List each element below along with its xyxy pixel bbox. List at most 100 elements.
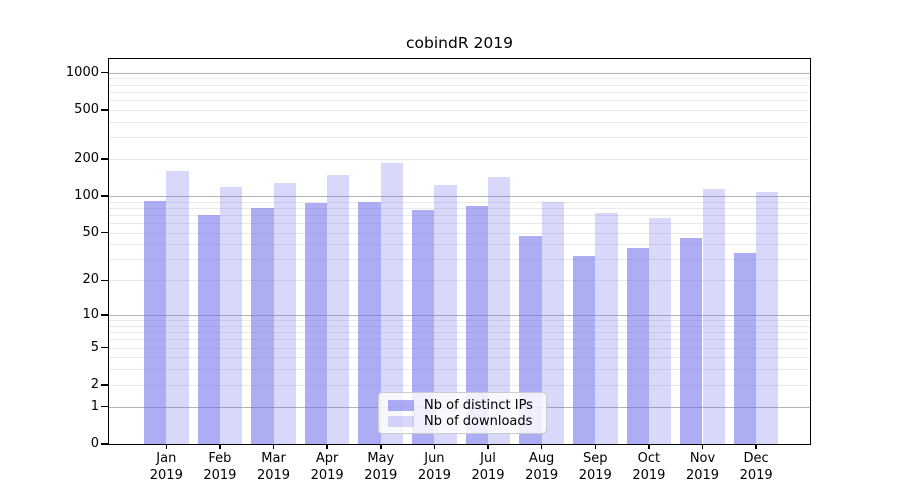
y-tick-mark bbox=[101, 314, 109, 316]
x-tick-mark bbox=[219, 444, 221, 449]
y-tick-mark bbox=[101, 71, 109, 74]
legend: Nb of distinct IPs Nb of downloads bbox=[378, 392, 547, 434]
minor-gridline bbox=[109, 244, 810, 246]
bar-distinct-ips-jun bbox=[412, 209, 435, 444]
x-tick-label-nov: Nov 2019 bbox=[685, 451, 720, 483]
bar-downloads-sep bbox=[595, 213, 618, 444]
bar-downloads-dec bbox=[756, 191, 779, 444]
bar-downloads-jan bbox=[166, 170, 189, 444]
bar-downloads-mar bbox=[273, 183, 296, 444]
y-tick-mark bbox=[101, 109, 109, 111]
y-tick-label: 2 bbox=[90, 376, 99, 392]
bar-downloads-nov bbox=[702, 188, 725, 444]
x-tick-mark bbox=[755, 444, 757, 449]
bar-distinct-ips-sep bbox=[572, 256, 596, 444]
minor-gridline bbox=[109, 232, 810, 234]
legend-swatch-downloads bbox=[388, 415, 414, 427]
y-tick-mark bbox=[101, 443, 109, 445]
x-tick-mark bbox=[648, 444, 650, 449]
major-gridline bbox=[109, 195, 810, 197]
bar-downloads-aug bbox=[541, 202, 564, 444]
minor-gridline bbox=[109, 347, 810, 349]
bar-distinct-ips-feb bbox=[197, 214, 220, 444]
y-tick-label: 50 bbox=[82, 224, 99, 240]
bar-downloads-apr bbox=[327, 174, 350, 444]
bar-distinct-ips-jan bbox=[144, 200, 167, 444]
y-tick-label: 1 bbox=[90, 398, 99, 414]
x-tick-label-apr: Apr 2019 bbox=[310, 451, 344, 483]
bar-distinct-ips-dec bbox=[733, 252, 757, 444]
x-tick-label-mar: Mar 2019 bbox=[256, 451, 291, 483]
minor-gridline bbox=[109, 207, 810, 209]
bar-downloads-jun bbox=[434, 185, 457, 444]
chart-title: cobindR 2019 bbox=[406, 34, 513, 52]
bar-downloads-jul bbox=[488, 176, 511, 444]
minor-gridline bbox=[109, 332, 810, 334]
y-tick-label: 10 bbox=[82, 307, 99, 323]
minor-gridline bbox=[109, 84, 810, 86]
major-gridline bbox=[109, 315, 810, 317]
bar-downloads-oct bbox=[648, 218, 672, 444]
y-tick-label: 1000 bbox=[65, 64, 99, 80]
minor-gridline bbox=[109, 214, 810, 216]
x-tick-label-dec: Dec 2019 bbox=[739, 451, 773, 483]
minor-gridline bbox=[109, 357, 810, 359]
minor-gridline bbox=[109, 280, 810, 282]
y-tick-label: 0 bbox=[90, 436, 99, 451]
y-tick-mark bbox=[101, 231, 109, 234]
minor-gridline bbox=[109, 325, 810, 327]
x-tick-mark bbox=[487, 444, 489, 449]
y-tick-mark bbox=[101, 384, 109, 386]
x-tick-mark bbox=[165, 444, 168, 449]
x-tick-mark bbox=[380, 444, 382, 449]
y-tick-label: 20 bbox=[82, 272, 99, 288]
x-tick-mark bbox=[594, 444, 596, 449]
legend-item-downloads: Nb of downloads bbox=[388, 414, 537, 429]
minor-gridline bbox=[109, 320, 810, 322]
minor-gridline bbox=[109, 100, 810, 102]
x-tick-label-oct: Oct 2019 bbox=[632, 451, 666, 483]
bar-distinct-ips-mar bbox=[251, 208, 274, 444]
legend-label-distinct-ips: Nb of distinct IPs bbox=[424, 397, 533, 413]
minor-gridline bbox=[109, 109, 810, 111]
x-tick-mark bbox=[326, 444, 328, 449]
bar-distinct-ips-oct bbox=[626, 248, 649, 444]
x-tick-label-feb: Feb 2019 bbox=[203, 451, 237, 483]
minor-gridline bbox=[109, 78, 810, 80]
y-tick-mark bbox=[101, 195, 109, 197]
y-tick-mark bbox=[101, 279, 109, 282]
x-tick-label-may: May 2019 bbox=[364, 451, 398, 483]
y-tick-label: 5 bbox=[90, 339, 99, 355]
legend-swatch-distinct-ips bbox=[388, 399, 414, 411]
minor-gridline bbox=[109, 223, 810, 225]
y-tick-label: 100 bbox=[74, 187, 99, 203]
x-tick-label-jul: Jul 2019 bbox=[471, 451, 505, 483]
y-tick-label: 200 bbox=[74, 150, 99, 166]
bar-distinct-ips-apr bbox=[304, 203, 328, 444]
y-tick-label: 500 bbox=[74, 101, 99, 117]
minor-gridline bbox=[109, 369, 810, 371]
x-tick-mark bbox=[433, 444, 436, 449]
x-tick-label-aug: Aug 2019 bbox=[525, 451, 559, 483]
minor-gridline bbox=[109, 201, 810, 203]
legend-item-distinct-ips: Nb of distinct IPs bbox=[388, 398, 537, 413]
y-tick-mark bbox=[101, 405, 109, 408]
minor-gridline bbox=[109, 137, 810, 139]
minor-gridline bbox=[109, 121, 810, 123]
major-gridline bbox=[109, 72, 810, 74]
bar-downloads-feb bbox=[219, 187, 243, 444]
minor-gridline bbox=[109, 158, 810, 160]
x-tick-mark bbox=[272, 444, 275, 449]
bar-downloads-may bbox=[380, 163, 404, 444]
x-tick-mark bbox=[540, 444, 543, 449]
minor-gridline bbox=[109, 384, 810, 386]
x-tick-label-jun: Jun 2019 bbox=[417, 451, 451, 483]
minor-gridline bbox=[109, 339, 810, 341]
x-tick-mark bbox=[701, 444, 704, 449]
minor-gridline bbox=[109, 259, 810, 261]
legend-label-downloads: Nb of downloads bbox=[424, 413, 533, 429]
bar-distinct-ips-nov bbox=[680, 238, 703, 444]
bar-distinct-ips-aug bbox=[519, 235, 542, 444]
minor-gridline bbox=[109, 91, 810, 93]
x-tick-label-jan: Jan 2019 bbox=[149, 451, 183, 483]
